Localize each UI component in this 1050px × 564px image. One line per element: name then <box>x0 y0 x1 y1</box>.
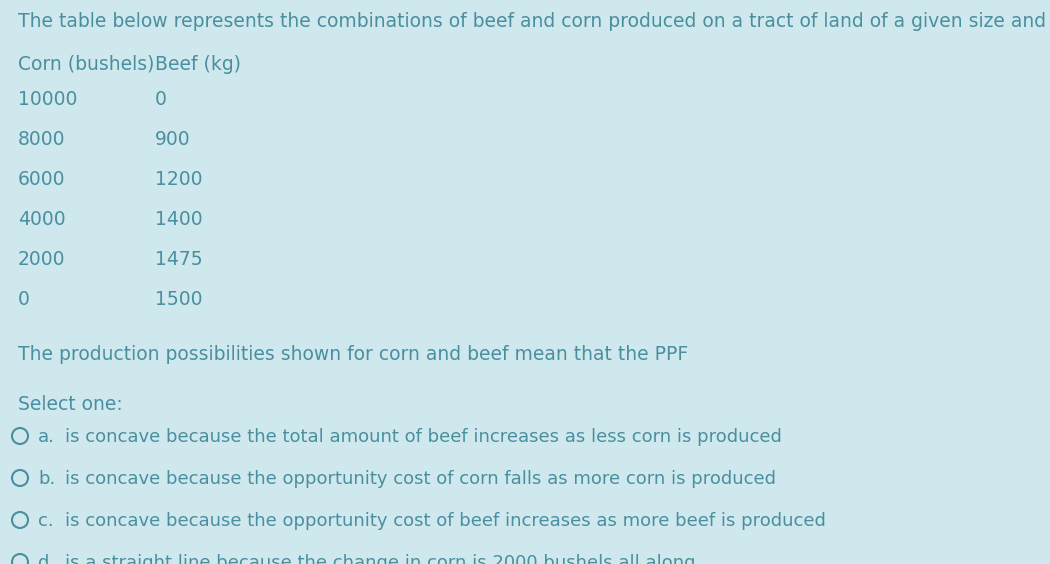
Text: 1400: 1400 <box>155 210 203 229</box>
Text: is concave because the total amount of beef increases as less corn is produced: is concave because the total amount of b… <box>65 428 782 446</box>
Text: 8000: 8000 <box>18 130 65 149</box>
Text: Beef (kg): Beef (kg) <box>155 55 242 74</box>
Text: 10000: 10000 <box>18 90 78 109</box>
Text: 1500: 1500 <box>155 290 203 309</box>
Text: 1200: 1200 <box>155 170 203 189</box>
Text: d.: d. <box>38 554 55 564</box>
Text: 6000: 6000 <box>18 170 65 189</box>
Text: c.: c. <box>38 512 54 530</box>
Text: is a straight line because the change in corn is 2000 bushels all along: is a straight line because the change in… <box>65 554 695 564</box>
Text: a.: a. <box>38 428 55 446</box>
Text: 4000: 4000 <box>18 210 65 229</box>
Text: Corn (bushels): Corn (bushels) <box>18 55 154 74</box>
Text: is concave because the opportunity cost of beef increases as more beef is produc: is concave because the opportunity cost … <box>65 512 826 530</box>
Text: is concave because the opportunity cost of corn falls as more corn is produced: is concave because the opportunity cost … <box>65 470 776 488</box>
Text: The table below represents the combinations of beef and corn produced on a tract: The table below represents the combinati… <box>18 12 1050 31</box>
Text: 900: 900 <box>155 130 191 149</box>
Text: 0: 0 <box>18 290 29 309</box>
Text: 1475: 1475 <box>155 250 203 269</box>
Text: 2000: 2000 <box>18 250 65 269</box>
Text: 0: 0 <box>155 90 167 109</box>
Text: b.: b. <box>38 470 56 488</box>
Text: Select one:: Select one: <box>18 395 123 414</box>
Text: The production possibilities shown for corn and beef mean that the PPF: The production possibilities shown for c… <box>18 345 688 364</box>
